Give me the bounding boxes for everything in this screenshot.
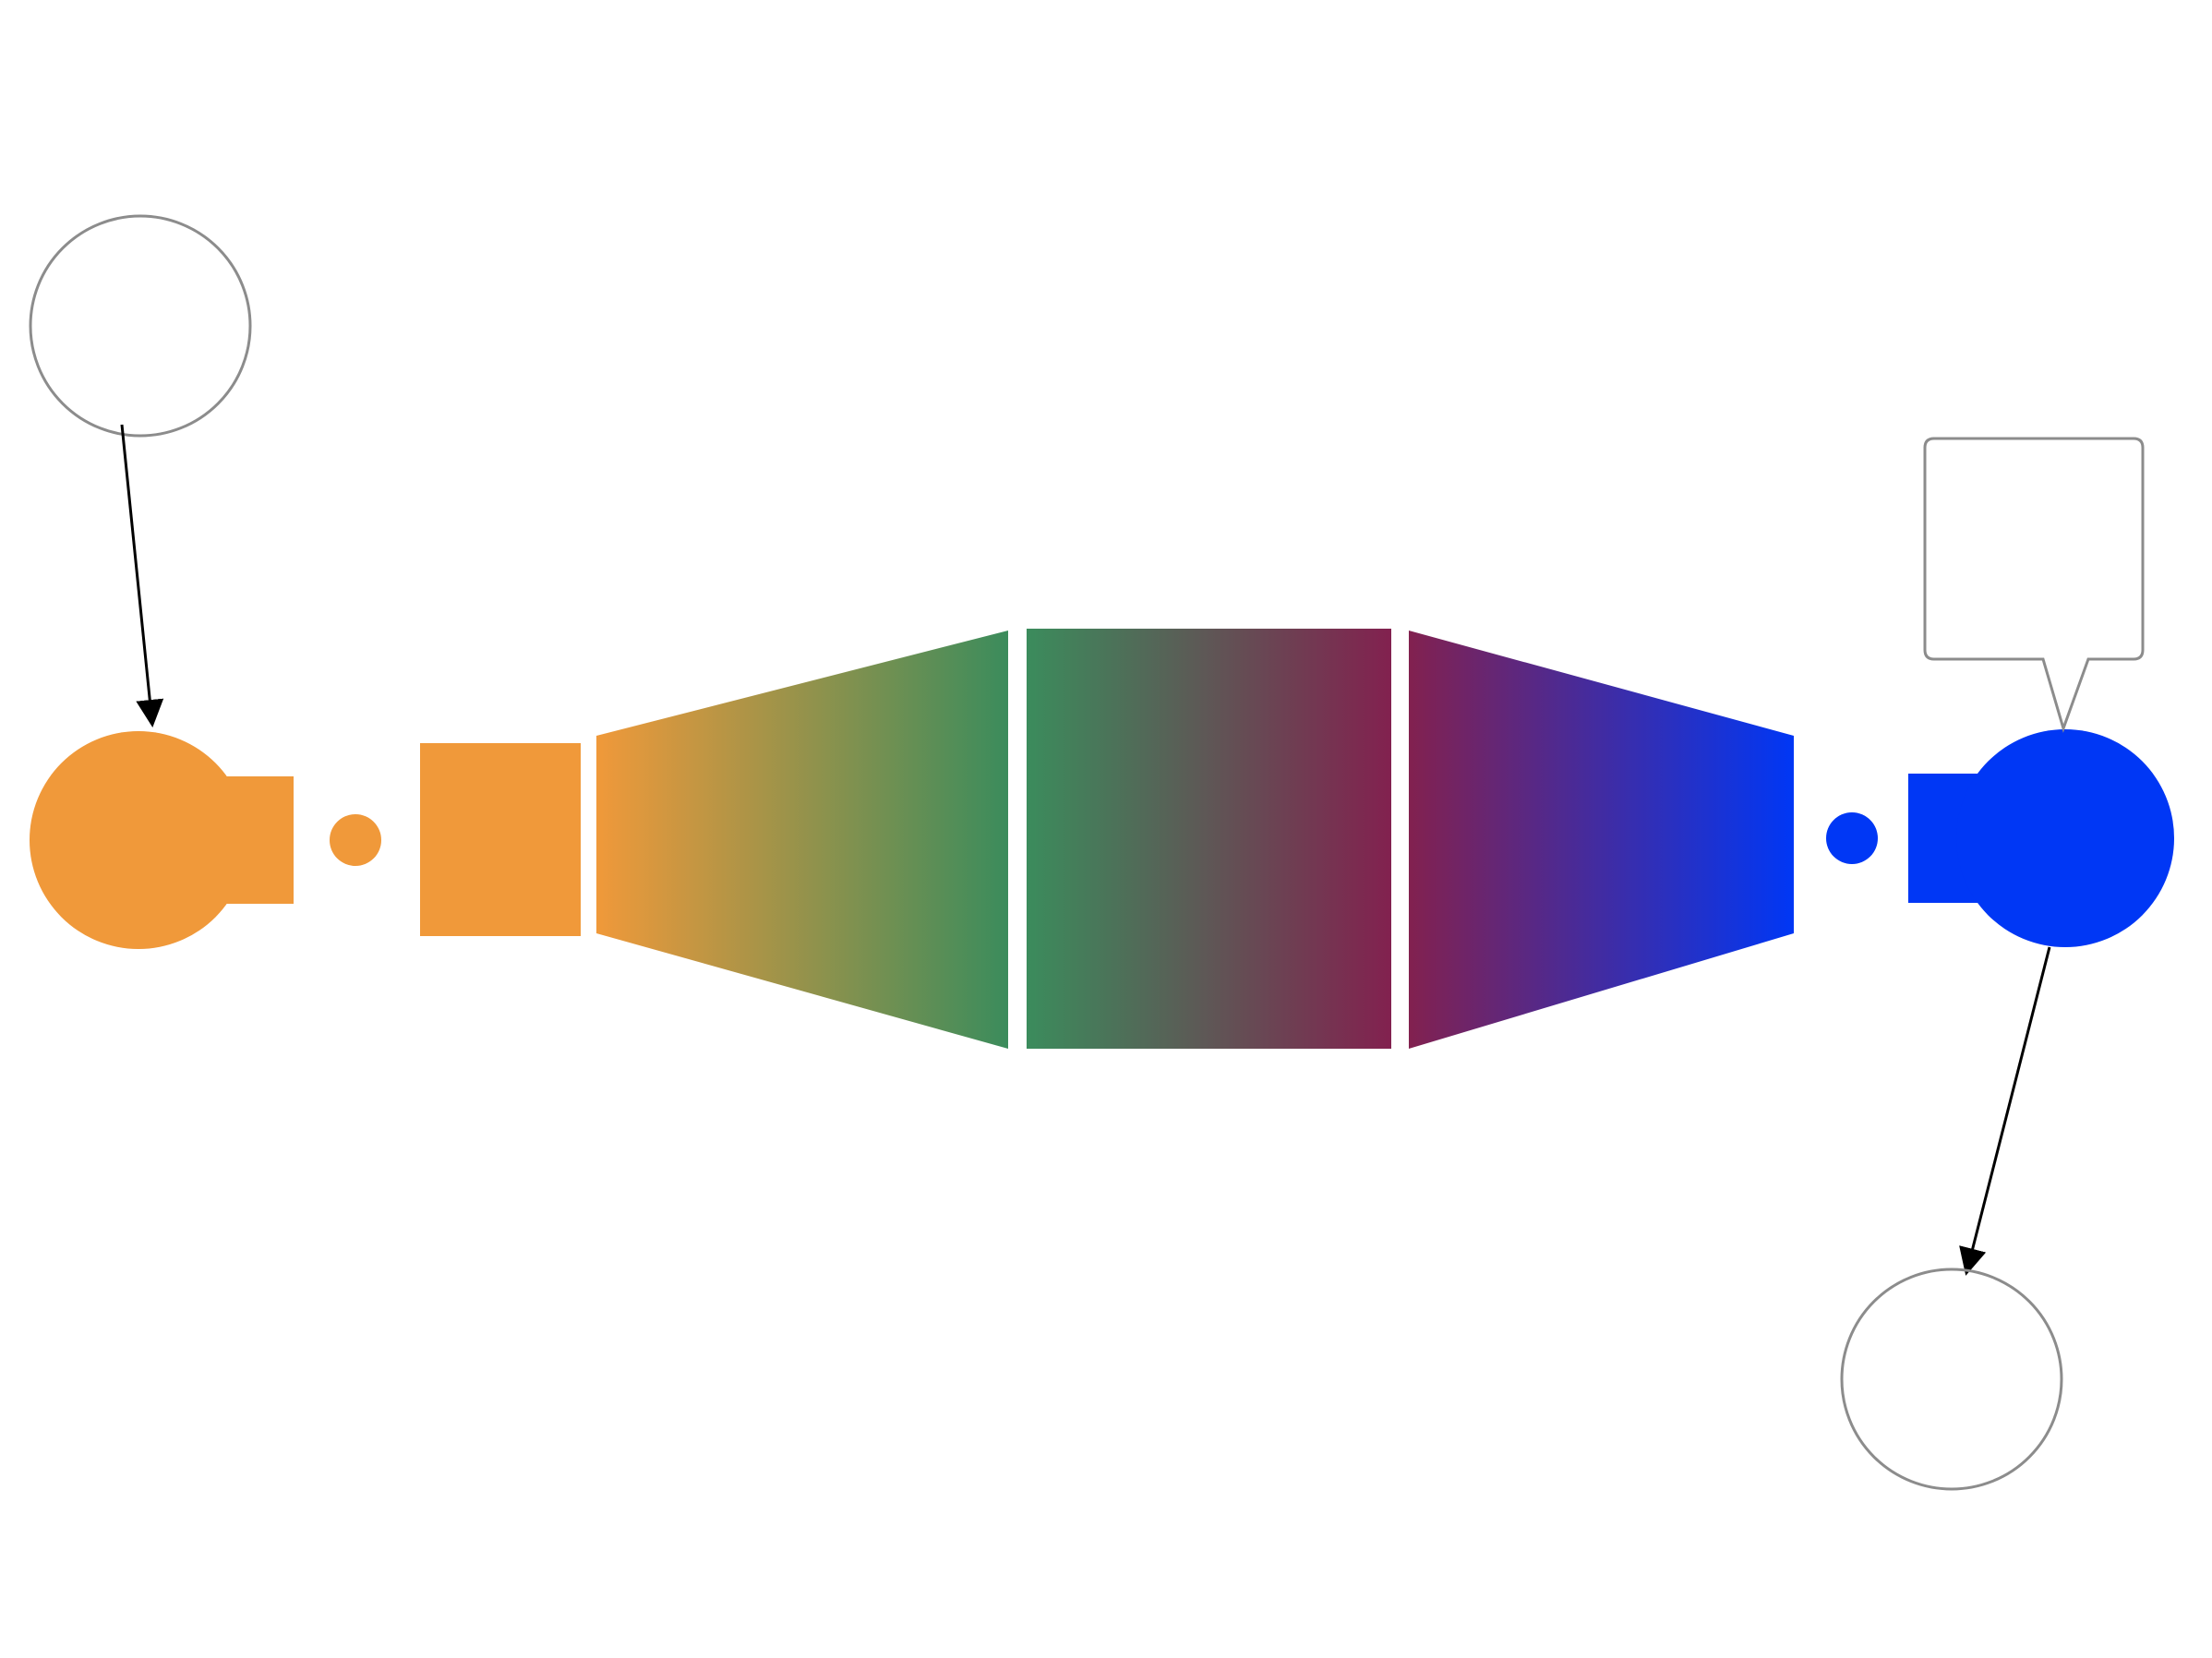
central-rectangle-segment bbox=[1027, 629, 1391, 1049]
right-speech-bubble-callout bbox=[1923, 437, 2145, 733]
narrowing-trapezoid-segment bbox=[1409, 631, 1794, 1049]
end-node-circle bbox=[1956, 729, 2174, 947]
start-node-connector bbox=[185, 776, 294, 904]
end-pointer-arrow bbox=[1959, 946, 2051, 1276]
end-node bbox=[1908, 729, 2174, 947]
top-left-callout-circle bbox=[29, 214, 252, 438]
bottom-right-callout-circle bbox=[1840, 1268, 2063, 1491]
end-small-dot bbox=[1826, 812, 1878, 864]
widening-trapezoid-segment bbox=[596, 631, 1008, 1049]
start-pointer-arrow bbox=[120, 424, 164, 727]
start-small-dot bbox=[330, 814, 381, 866]
start-node bbox=[30, 731, 294, 949]
start-square-block bbox=[420, 743, 581, 936]
